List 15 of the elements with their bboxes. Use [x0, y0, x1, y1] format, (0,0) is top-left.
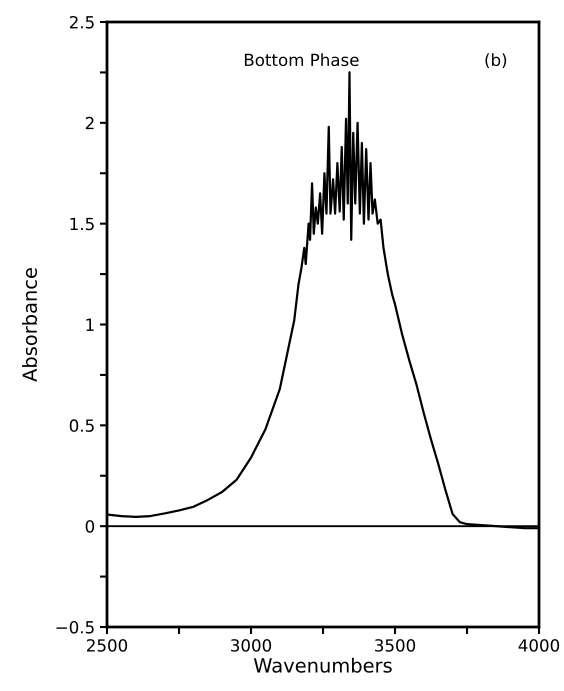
y-tick-label: 1.5 [70, 218, 94, 230]
x-tick-label: 4000 [518, 639, 560, 652]
y-axis-title: Absorbance [22, 268, 38, 382]
x-tick-label: 3000 [231, 639, 272, 652]
y-tick-label: 1 [86, 318, 94, 331]
y-tick-label: 2 [86, 116, 94, 130]
y-tick-label: 0 [86, 520, 94, 533]
x-axis-title: Wavenumbers [254, 658, 392, 673]
y-tick-label: 0.5 [70, 419, 94, 432]
annotation: Bottom Phase [244, 53, 359, 66]
x-tick-label: 2500 [87, 639, 128, 652]
x-tick-label: 3500 [375, 639, 416, 652]
annotation: (b) [485, 53, 506, 68]
y-tick-label: 2.5 [70, 16, 94, 29]
y-tick-label: −0.5 [56, 620, 94, 634]
